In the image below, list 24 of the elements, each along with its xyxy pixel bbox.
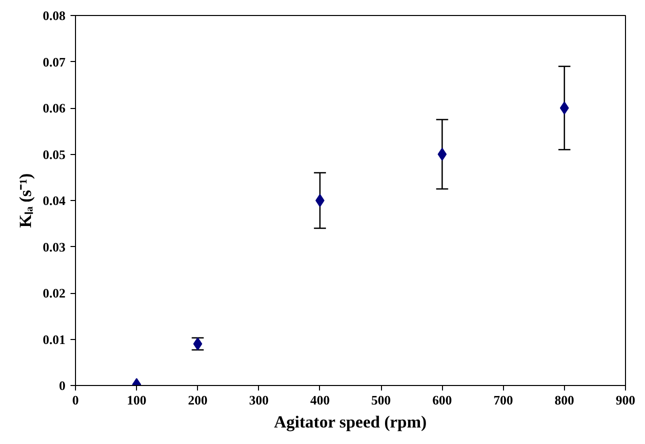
x-tick-label: 200 xyxy=(188,392,208,408)
x-tick-label: 100 xyxy=(126,392,146,408)
point xyxy=(560,102,569,114)
x-tick-label: 400 xyxy=(310,392,330,408)
y-axis-title: Kₗₐ (s⁻¹) xyxy=(16,173,35,228)
x-axis-title: Agitator speed (rpm) xyxy=(274,412,427,432)
x-tick-label: 500 xyxy=(371,392,391,408)
y-tick-label: 0.08 xyxy=(42,8,66,23)
x-tick-label: 800 xyxy=(554,392,574,408)
x-tick-label: 300 xyxy=(249,392,269,408)
point xyxy=(315,194,324,207)
x-tick-label: 700 xyxy=(494,392,514,408)
y-tick-label: 0.07 xyxy=(42,54,66,70)
x-tick-label: 900 xyxy=(616,392,636,408)
y-tick-label: 0.02 xyxy=(42,286,66,300)
y-tick-label: 0.06 xyxy=(42,100,66,116)
y-tick-label: 0.04 xyxy=(42,193,66,208)
x-tick-label: 0 xyxy=(72,392,79,408)
y-tick-label: 0.01 xyxy=(42,332,66,347)
y-tick-label: 0.03 xyxy=(42,239,66,254)
point xyxy=(438,148,447,161)
y-tick-label: 0 xyxy=(59,378,66,393)
y-tick-label: 0.05 xyxy=(42,146,66,162)
x-tick-label: 600 xyxy=(432,392,452,408)
